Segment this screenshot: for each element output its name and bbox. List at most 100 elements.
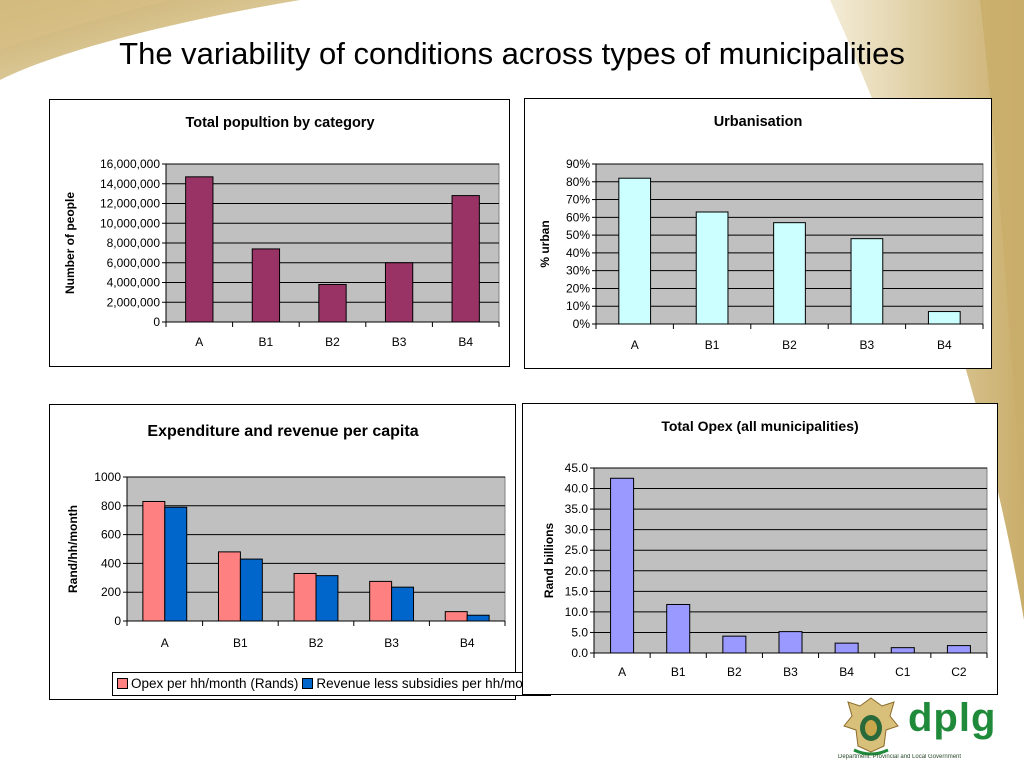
y-axis-label: % urban xyxy=(538,220,552,267)
y-tick-label: 25.0 xyxy=(565,543,589,557)
y-tick-label: 20% xyxy=(566,281,590,295)
y-tick-label: 35.0 xyxy=(565,502,589,516)
bar xyxy=(927,311,961,325)
chart-total-opex: Total Opex (all municipalities) 0.0 5.0 10.… xyxy=(522,403,998,695)
x-tick-label: C2 xyxy=(951,665,967,679)
bar-opex xyxy=(217,551,241,622)
bar xyxy=(666,603,691,654)
bar xyxy=(850,238,884,325)
legend-label-revenue: Revenue less subsidies per hh/month xyxy=(316,676,542,691)
x-tick-label: A xyxy=(618,665,626,679)
chart-expenditure-revenue-svg: Expenditure and revenue per capita 0 200 40… xyxy=(66,423,506,650)
y-tick-label: 4,000,000 xyxy=(107,276,161,290)
bar xyxy=(890,647,915,654)
bar xyxy=(251,248,281,323)
y-axis-label: Rand billions xyxy=(542,523,556,599)
chart-total-opex-svg: Total Opex (all municipalities) 0.0 5.0 10.… xyxy=(542,418,988,679)
bar xyxy=(722,635,747,654)
legend-swatch-revenue xyxy=(302,678,314,689)
bar-opex xyxy=(444,611,468,622)
bar xyxy=(618,177,652,325)
y-tick-label: 12,000,000 xyxy=(100,197,160,211)
chart-expenditure-revenue: Expenditure and revenue per capita 0 200 40… xyxy=(49,404,551,700)
y-tick-label: 10.0 xyxy=(565,605,589,619)
legend-swatch-opex xyxy=(117,678,128,689)
chart-total-population: Total popultion by category 0 2,000,000 4,0… xyxy=(49,99,510,367)
x-tick-label: B2 xyxy=(782,338,797,352)
y-tick-label: 10,000,000 xyxy=(100,216,160,230)
y-tick-label: 30% xyxy=(566,264,590,278)
x-tick-label: B1 xyxy=(705,338,720,352)
bar-revenue xyxy=(164,506,188,622)
y-tick-label: 50% xyxy=(566,228,590,242)
y-tick-label: 80% xyxy=(566,175,590,189)
bar-revenue xyxy=(466,614,490,622)
bar-revenue xyxy=(239,558,263,622)
bar xyxy=(946,645,971,654)
y-tick-label: 90% xyxy=(566,157,590,171)
y-tick-label: 14,000,000 xyxy=(100,177,160,191)
bar-opex xyxy=(369,580,393,622)
bar-opex xyxy=(293,572,317,622)
y-tick-label: 70% xyxy=(566,193,590,207)
chart-legend: Opex per hh/month (Rands) Revenue less su… xyxy=(112,672,551,696)
bar xyxy=(384,262,414,323)
x-tick-label: B1 xyxy=(671,665,686,679)
x-tick-label: B3 xyxy=(392,335,407,349)
y-tick-label: 40% xyxy=(566,246,590,260)
bar xyxy=(451,195,480,323)
swoosh-right-edge xyxy=(980,0,1024,520)
y-axis-label: Number of people xyxy=(63,192,77,294)
chart-title: Expenditure and revenue per capita xyxy=(147,423,418,440)
y-tick-label: 60% xyxy=(566,210,590,224)
x-tick-label: B1 xyxy=(259,335,274,349)
y-tick-label: 0 xyxy=(153,315,160,329)
x-tick-label: B3 xyxy=(783,665,798,679)
y-tick-label: 8,000,000 xyxy=(107,236,161,250)
x-tick-label: C1 xyxy=(895,665,911,679)
x-tick-label: B2 xyxy=(727,665,742,679)
dplg-logo-subtitle: Department: Provincial and Local Governm… xyxy=(838,754,962,760)
slide-title: The variability of conditions across typ… xyxy=(119,36,905,71)
bar xyxy=(773,222,806,325)
chart-title: Total Opex (all municipalities) xyxy=(661,418,858,434)
chart-total-population-svg: Total popultion by category 0 2,000,000 4,0… xyxy=(63,115,500,349)
x-tick-label: A xyxy=(195,335,203,349)
y-tick-label: 800 xyxy=(101,499,121,513)
y-tick-label: 5.0 xyxy=(571,625,588,639)
bar xyxy=(185,176,214,323)
y-tick-label: 15.0 xyxy=(565,584,589,598)
y-tick-label: 400 xyxy=(101,556,121,570)
y-tick-label: 0.0 xyxy=(571,646,588,660)
chart-urbanisation: Urbanisation 0% 10% 20% 30% 40% 50% 60% 70% 80% 90… xyxy=(524,98,992,369)
x-tick-label: B4 xyxy=(458,335,473,349)
y-tick-label: 600 xyxy=(101,528,121,542)
x-tick-label: B3 xyxy=(384,636,399,650)
y-tick-label: 0% xyxy=(573,317,591,331)
bar-revenue xyxy=(391,586,415,622)
coat-of-arms-icon xyxy=(843,697,899,756)
dplg-logo: dplg Department: Provincial and Local Go… xyxy=(836,690,1024,768)
y-tick-label: 2,000,000 xyxy=(107,295,161,309)
y-tick-label: 16,000,000 xyxy=(100,157,160,171)
y-tick-label: 30.0 xyxy=(565,523,589,537)
x-tick-label: B1 xyxy=(233,636,248,650)
y-tick-label: 6,000,000 xyxy=(107,256,161,270)
x-tick-label: B2 xyxy=(309,636,324,650)
dplg-logo-text: dplg xyxy=(908,696,997,740)
y-tick-label: 40.0 xyxy=(565,482,589,496)
bar xyxy=(834,642,859,654)
bar xyxy=(318,283,347,323)
x-tick-label: B4 xyxy=(460,636,475,650)
chart-title: Total popultion by category xyxy=(185,115,374,131)
x-tick-label: B4 xyxy=(937,338,952,352)
corner-swoosh-top-left-inner xyxy=(0,0,170,50)
y-tick-label: 10% xyxy=(566,299,590,313)
chart-title: Urbanisation xyxy=(714,114,803,130)
bar xyxy=(778,631,803,654)
bar-opex xyxy=(142,500,166,622)
x-tick-label: A xyxy=(161,636,169,650)
y-tick-label: 200 xyxy=(101,585,121,599)
x-tick-label: B3 xyxy=(860,338,875,352)
x-tick-label: B2 xyxy=(325,335,340,349)
